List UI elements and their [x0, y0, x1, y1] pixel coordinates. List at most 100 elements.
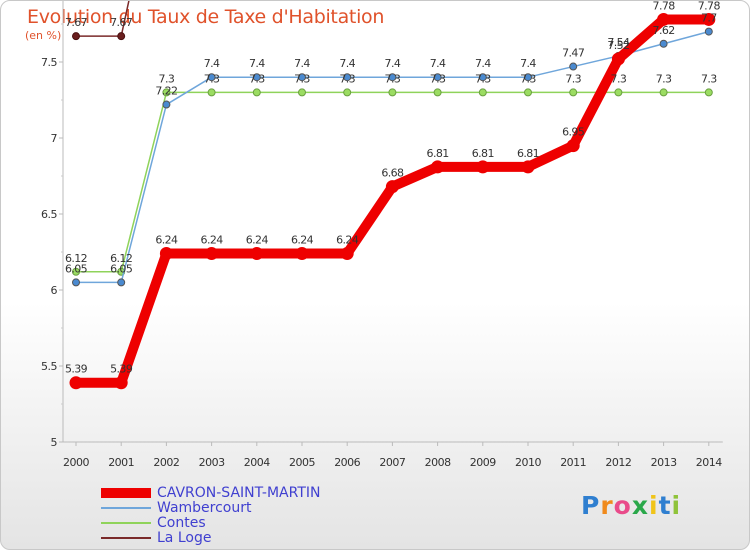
data-point-cavron-saint-martin	[69, 376, 83, 390]
data-label-wambercourt: 7.47	[562, 47, 585, 60]
x-tick-label: 2007	[379, 456, 405, 469]
data-point-contes	[388, 88, 397, 97]
data-label-wambercourt: 7.4	[385, 57, 401, 70]
data-label-cavron-saint-martin: 6.95	[562, 126, 585, 139]
legend-label: CAVRON-SAINT-MARTIN	[157, 485, 321, 501]
data-label-contes: 7.3	[475, 72, 491, 85]
data-point-wambercourt	[117, 278, 126, 287]
legend-swatch	[101, 537, 151, 539]
data-label-cavron-saint-martin: 5.39	[65, 363, 88, 376]
y-tick-label: 5	[51, 436, 58, 449]
axes: 55.566.577.588.599.510200020012002200320…	[41, 1, 723, 469]
data-point-contes	[207, 88, 216, 97]
data-point-wambercourt	[704, 27, 713, 36]
data-labels-layer: 7.677.679.049.049.049.049.049.049.659.65…	[65, 1, 721, 376]
data-point-wambercourt	[659, 39, 668, 48]
data-point-cavron-saint-martin	[566, 139, 580, 153]
data-label-contes: 6.12	[110, 252, 132, 265]
data-label-cavron-saint-martin: 6.24	[155, 234, 178, 247]
data-point-wambercourt	[207, 73, 216, 82]
data-point-contes	[569, 88, 578, 97]
data-label-contes: 7.3	[249, 72, 265, 85]
data-label-contes: 7.3	[159, 72, 175, 85]
data-point-cavron-saint-martin	[250, 247, 264, 261]
data-label-la-loge: 7.67	[65, 16, 88, 29]
data-label-contes: 7.3	[656, 72, 672, 85]
data-point-wambercourt	[162, 100, 171, 109]
data-point-contes	[298, 88, 306, 97]
data-label-cavron-saint-martin: 6.24	[291, 234, 314, 247]
data-label-wambercourt: 6.05	[65, 262, 88, 275]
data-label-cavron-saint-martin: 6.81	[472, 147, 494, 160]
data-point-cavron-saint-martin	[114, 376, 128, 390]
logo-letter: r	[600, 491, 614, 520]
data-point-wambercourt	[388, 73, 397, 82]
data-point-contes	[343, 88, 352, 97]
data-label-wambercourt: 6.05	[110, 262, 133, 275]
data-label-cavron-saint-martin: 6.81	[427, 147, 449, 160]
data-label-wambercourt: 7.4	[294, 57, 310, 70]
x-tick-label: 2005	[289, 456, 315, 469]
data-point-cavron-saint-martin	[295, 247, 309, 261]
data-label-contes: 7.3	[204, 72, 220, 85]
data-point-wambercourt	[569, 62, 578, 71]
data-label-cavron-saint-martin: 6.24	[246, 234, 269, 247]
y-tick-label: 5.5	[41, 360, 57, 373]
data-point-wambercourt	[524, 73, 532, 82]
data-point-contes	[72, 267, 80, 276]
data-point-cavron-saint-martin	[385, 180, 399, 194]
data-label-cavron-saint-martin: 6.68	[381, 167, 404, 180]
data-point-wambercourt	[433, 73, 442, 82]
data-point-contes	[704, 88, 713, 97]
legend-label: La Loge	[157, 530, 212, 546]
x-tick-label: 2006	[334, 456, 360, 469]
x-tick-label: 2002	[153, 456, 179, 469]
data-label-wambercourt: 7.4	[204, 57, 220, 70]
data-point-contes	[252, 88, 261, 97]
y-tick-label: 6.5	[41, 208, 57, 221]
data-point-contes	[478, 88, 487, 97]
data-label-contes: 7.3	[339, 72, 355, 85]
data-point-cavron-saint-martin	[159, 247, 173, 261]
data-label-contes: 7.3	[611, 72, 627, 85]
data-point-cavron-saint-martin	[657, 12, 671, 26]
data-point-wambercourt	[478, 73, 487, 82]
legend-swatch	[101, 522, 151, 524]
chart-title: Evolution du Taux de Taxe d'Habitation	[27, 6, 385, 28]
data-label-wambercourt: 7.22	[155, 85, 177, 98]
proxiti-logo: Proxiti	[581, 491, 681, 520]
data-label-contes: 7.3	[565, 72, 581, 85]
data-label-wambercourt: 7.7	[701, 12, 717, 25]
data-label-wambercourt: 7.4	[475, 57, 491, 70]
x-tick-label: 2011	[560, 456, 586, 469]
data-label-wambercourt: 7.54	[607, 36, 630, 49]
data-label-cavron-saint-martin: 6.24	[201, 234, 224, 247]
x-tick-label: 2014	[696, 456, 722, 469]
legend-label: Wambercourt	[157, 500, 252, 516]
data-point-la-loge	[117, 32, 126, 41]
data-point-cavron-saint-martin	[611, 52, 625, 66]
data-label-cavron-saint-martin: 7.52	[607, 39, 629, 52]
series-layer	[69, 1, 716, 390]
data-label-contes: 7.3	[430, 72, 446, 85]
x-tick-label: 2012	[605, 456, 631, 469]
data-point-contes	[433, 88, 442, 97]
data-label-contes: 7.3	[385, 72, 401, 85]
line-chart: 55.566.577.588.599.510200020012002200320…	[41, 1, 723, 469]
data-point-la-loge	[72, 32, 80, 41]
data-point-cavron-saint-martin	[521, 160, 535, 174]
legend-swatch	[101, 507, 151, 509]
legend-swatch	[101, 488, 151, 498]
data-label-cavron-saint-martin: 5.39	[110, 363, 133, 376]
data-point-wambercourt	[252, 73, 261, 82]
data-label-wambercourt: 7.4	[249, 57, 265, 70]
logo-letter: o	[613, 491, 632, 520]
logo-letter: i	[649, 491, 659, 520]
x-tick-label: 2013	[651, 456, 677, 469]
data-point-contes	[659, 88, 668, 97]
data-label-wambercourt: 7.4	[339, 57, 355, 70]
x-tick-label: 2000	[63, 456, 89, 469]
data-label-la-loge: 7.67	[110, 16, 133, 29]
x-tick-label: 2008	[425, 456, 451, 469]
